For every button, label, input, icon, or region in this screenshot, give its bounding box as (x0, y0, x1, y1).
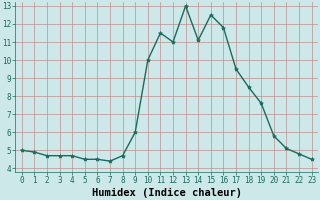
X-axis label: Humidex (Indice chaleur): Humidex (Indice chaleur) (92, 188, 242, 198)
